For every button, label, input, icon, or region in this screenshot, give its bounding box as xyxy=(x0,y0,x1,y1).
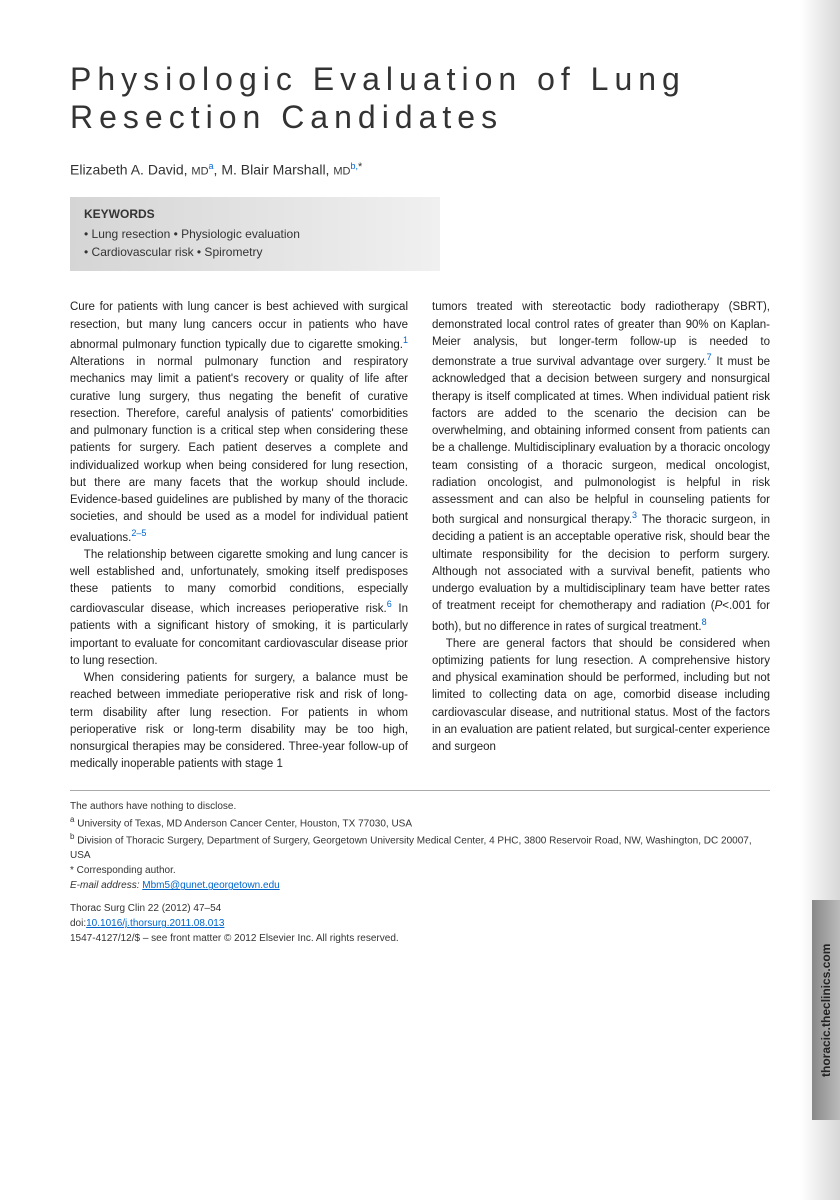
paragraph: The relationship between cigarette smoki… xyxy=(70,547,408,671)
paragraph: Cure for patients with lung cancer is be… xyxy=(70,299,408,546)
body-text: Alterations in normal pulmonary function… xyxy=(70,356,408,543)
body-text: When considering patients for surgery, a… xyxy=(70,672,408,770)
author-2-name: M. Blair Marshall, xyxy=(221,161,333,177)
corresponding-note: * Corresponding author. xyxy=(70,863,770,878)
journal-citation: Thorac Surg Clin 22 (2012) 47–54 xyxy=(70,901,770,916)
article-title: Physiologic Evaluation of Lung Resection… xyxy=(70,60,770,137)
paragraph: There are general factors that should be… xyxy=(432,636,770,757)
page-content: Physiologic Evaluation of Lung Resection… xyxy=(0,0,840,966)
doi-line: doi:10.1016/j.thorsurg.2011.08.013 xyxy=(70,916,770,931)
affil-text: University of Texas, MD Anderson Cancer … xyxy=(74,818,412,829)
affil-text: Division of Thoracic Surgery, Department… xyxy=(70,835,752,861)
email-link[interactable]: Mbm5@gunet.georgetown.edu xyxy=(142,880,279,891)
affiliation-a: a University of Texas, MD Anderson Cance… xyxy=(70,814,770,831)
author-1-name: Elizabeth A. David, xyxy=(70,161,191,177)
author-1-degree: MD xyxy=(191,165,208,177)
keywords-line-1: • Lung resection • Physiologic evaluatio… xyxy=(84,225,426,243)
body-text: The relationship between cigarette smoki… xyxy=(70,549,408,616)
author-2-degree: MD xyxy=(333,165,350,177)
paragraph: tumors treated with stereotactic body ra… xyxy=(432,299,770,635)
journal-url-tab[interactable]: thoracic.theclinics.com xyxy=(812,900,840,1120)
keywords-label: KEYWORDS xyxy=(84,207,426,221)
body-text: It must be acknowledged that a decision … xyxy=(432,356,770,526)
body-text: There are general factors that should be… xyxy=(432,638,770,754)
doi-label: doi: xyxy=(70,918,86,929)
citation-ref[interactable]: 2–5 xyxy=(131,528,146,538)
author-2-affil-sup: b, xyxy=(350,161,358,171)
keywords-line-2: • Cardiovascular risk • Spirometry xyxy=(84,243,426,261)
keywords-box: KEYWORDS • Lung resection • Physiologic … xyxy=(70,197,440,271)
footnotes: The authors have nothing to disclose. a … xyxy=(70,790,770,894)
keywords-list: • Lung resection • Physiologic evaluatio… xyxy=(84,225,426,261)
citation-ref[interactable]: 1 xyxy=(403,335,408,345)
doi-link[interactable]: 10.1016/j.thorsurg.2011.08.013 xyxy=(86,918,224,929)
body-text: Cure for patients with lung cancer is be… xyxy=(70,301,408,350)
body-columns: Cure for patients with lung cancer is be… xyxy=(70,299,770,773)
body-text: The thoracic surgeon, in deciding a pati… xyxy=(432,514,770,612)
email-line: E-mail address: Mbm5@gunet.georgetown.ed… xyxy=(70,878,770,893)
author-line: Elizabeth A. David, MDa, M. Blair Marsha… xyxy=(70,161,770,178)
citation-block: Thorac Surg Clin 22 (2012) 47–54 doi:10.… xyxy=(70,901,770,946)
paragraph: When considering patients for surgery, a… xyxy=(70,670,408,774)
left-column: Cure for patients with lung cancer is be… xyxy=(70,299,408,773)
right-column: tumors treated with stereotactic body ra… xyxy=(432,299,770,773)
author-2-corresponding: * xyxy=(358,161,362,173)
copyright-line: 1547-4127/12/$ – see front matter © 2012… xyxy=(70,931,770,946)
email-label: E-mail address: xyxy=(70,880,142,891)
citation-ref[interactable]: 8 xyxy=(702,617,707,627)
affiliation-b: b Division of Thoracic Surgery, Departme… xyxy=(70,831,770,863)
disclosure: The authors have nothing to disclose. xyxy=(70,799,770,814)
